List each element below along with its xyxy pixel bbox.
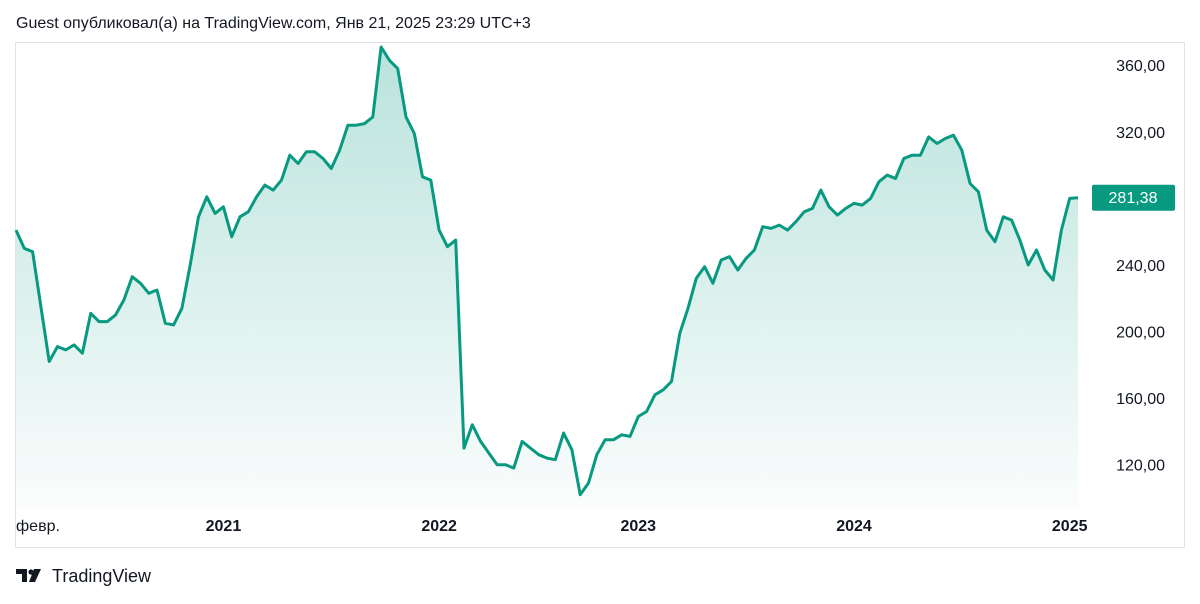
y-tick-label: 320,00 (1116, 125, 1165, 142)
y-tick-label: 160,00 (1116, 391, 1165, 408)
x-tick-label: 2021 (206, 518, 242, 535)
brand-name: TradingView (52, 566, 152, 586)
header-text: Guest опубликовал(а) на TradingView.com,… (16, 15, 531, 32)
price-line (14, 45, 1079, 497)
x-tick-label: 2024 (836, 518, 872, 535)
area-fill (16, 47, 1078, 508)
y-tick-label: 200,00 (1116, 324, 1165, 341)
last-price-tag (1092, 184, 1175, 211)
x-tick-label: 2023 (620, 518, 656, 535)
brand-logo (16, 569, 41, 582)
x-tick-label: 2025 (1052, 518, 1088, 535)
y-tick-label: 120,00 (1116, 458, 1165, 475)
x-tick-label: февр. (16, 518, 60, 535)
last-price-label: 281,38 (1109, 190, 1158, 207)
y-tick-label: 360,00 (1116, 58, 1165, 75)
y-tick-label: 240,00 (1116, 258, 1165, 275)
chart-frame (15, 42, 1185, 548)
x-tick-label: 2022 (421, 518, 457, 535)
